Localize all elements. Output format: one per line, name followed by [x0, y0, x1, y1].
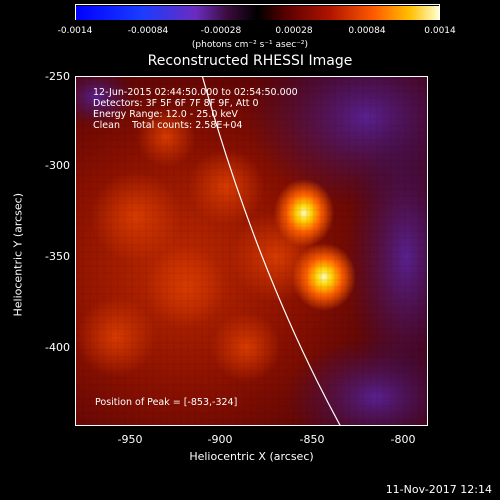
- colorbar-unit: (photons cm⁻² s⁻¹ asec⁻²): [191, 40, 309, 50]
- solar-limb-line: [201, 77, 341, 425]
- x-tick: -800: [390, 433, 416, 446]
- x-tick: -900: [207, 433, 233, 446]
- timestamp: 11-Nov-2017 12:14: [385, 483, 492, 496]
- colorbar-tick: 0.0014: [424, 26, 456, 36]
- clean-total-counts: Clean Total counts: 2.58E+04: [93, 120, 243, 131]
- colorbar-tick: 0.00028: [275, 26, 313, 36]
- solar-image: [75, 76, 428, 426]
- x-tick: -850: [299, 433, 325, 446]
- x-tick: -950: [117, 433, 143, 446]
- time-range: 12-Jun-2015 02:44:50.000 to 02:54:50.000: [93, 87, 298, 98]
- colorbar-tick: -0.00028: [200, 26, 242, 36]
- y-tick: -300: [45, 159, 70, 172]
- peak-position: Position of Peak = [-853,-324]: [95, 397, 238, 408]
- colorbar-tick: -0.0014: [57, 26, 93, 36]
- y-axis-label: Heliocentric Y (arcsec): [11, 192, 25, 317]
- y-tick: -400: [45, 341, 70, 354]
- colorbar: [75, 4, 440, 20]
- x-axis-label: Heliocentric X (arcsec): [189, 450, 314, 463]
- colorbar-tick: 0.00084: [348, 26, 386, 36]
- energy-range: Energy Range: 12.0 - 25.0 keV: [93, 109, 238, 120]
- detectors: Detectors: 3F 5F 6F 7F 8F 9F, Att 0: [93, 98, 259, 109]
- y-tick: -250: [45, 70, 70, 83]
- plot-title: Reconstructed RHESSI Image: [147, 53, 353, 69]
- y-tick: -350: [45, 250, 70, 263]
- colorbar-tick: -0.00084: [127, 26, 169, 36]
